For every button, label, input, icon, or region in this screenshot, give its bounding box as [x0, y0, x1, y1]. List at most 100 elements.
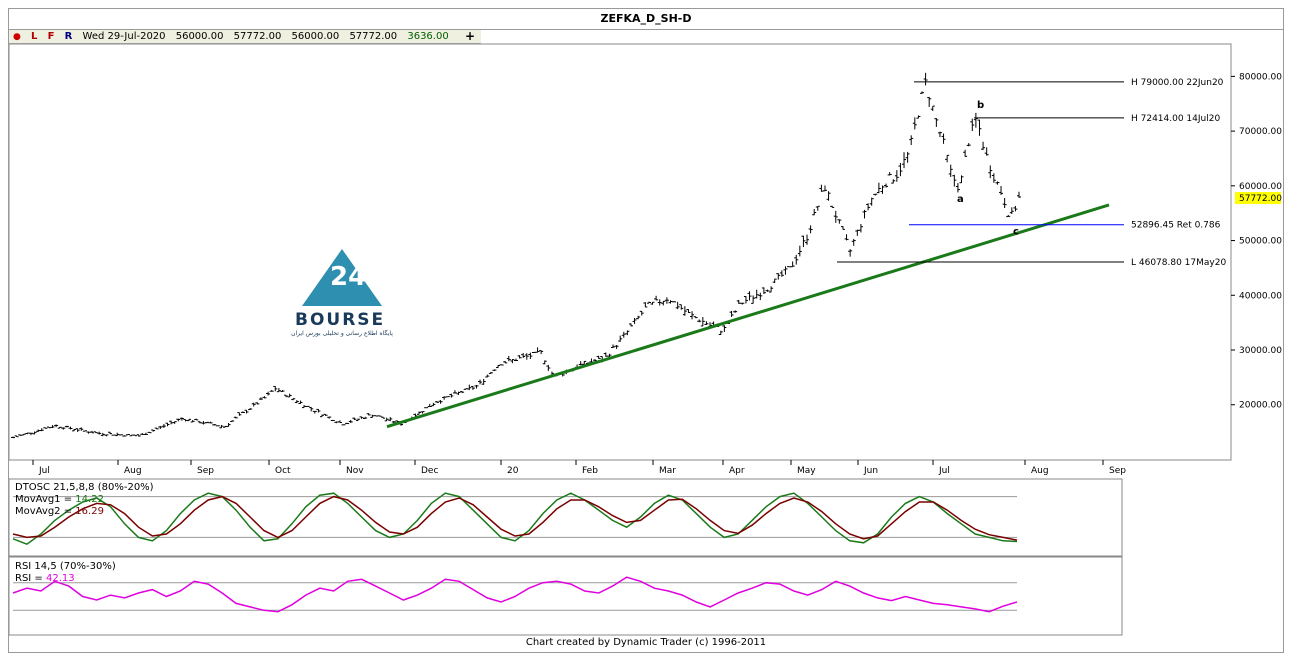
- price-bar: [801, 235, 806, 248]
- price-bar: [420, 411, 425, 414]
- price-bar: [492, 369, 497, 372]
- price-bar: [125, 433, 130, 436]
- price-bar: [1013, 205, 1018, 212]
- price-bar: [682, 306, 687, 316]
- price-bar: [621, 331, 626, 338]
- price-bar: [783, 266, 788, 275]
- price-bar: [758, 292, 763, 301]
- price-bar: [869, 197, 874, 206]
- price-bar: [822, 185, 827, 192]
- price-bar: [898, 163, 903, 177]
- price-bar: [693, 316, 698, 319]
- y-tick-label: 40000.00: [1239, 291, 1282, 301]
- price-bar: [952, 174, 957, 187]
- price-bar: [133, 434, 138, 437]
- last-price-label: 57772.00: [1239, 194, 1282, 204]
- price-bar: [672, 301, 677, 303]
- price-bar: [136, 434, 141, 437]
- price-bar: [226, 423, 231, 427]
- price-bar: [169, 420, 174, 425]
- price-bar: [233, 416, 238, 419]
- price-bar: [11, 436, 15, 439]
- price-bar: [697, 319, 702, 323]
- price-bar: [312, 410, 317, 414]
- price-bar: [75, 428, 80, 432]
- price-bar: [32, 431, 37, 435]
- annotation-label: H 79000.00 22Jun20: [1131, 78, 1224, 88]
- price-bar: [172, 421, 177, 424]
- x-tick-label: Nov: [346, 466, 364, 476]
- price-bar: [97, 431, 102, 435]
- price-bar: [772, 278, 777, 284]
- price-bar: [700, 317, 705, 327]
- price-bar: [194, 418, 199, 421]
- add-icon[interactable]: +: [464, 29, 476, 43]
- price-bar: [481, 378, 486, 385]
- bar-low: 56000.00: [291, 31, 340, 42]
- price-bar: [330, 419, 335, 421]
- price-bar: [614, 345, 619, 349]
- x-tick-label: May: [797, 466, 816, 476]
- bourse-logo: 24 BOURSE پایگاه اطلاع رسانی و تحلیلی بو…: [291, 249, 393, 337]
- price-bar: [848, 249, 853, 257]
- letter-l-button[interactable]: L: [31, 31, 38, 42]
- price-bar: [14, 435, 19, 438]
- price-bar: [100, 432, 105, 437]
- letter-r-button[interactable]: R: [64, 31, 73, 42]
- x-tick-label: Aug: [1031, 466, 1049, 476]
- price-bar: [517, 355, 522, 359]
- annotation-label: H 72414.00 14Jul20: [1131, 114, 1220, 124]
- price-bar: [377, 415, 382, 417]
- price-bar: [884, 183, 889, 188]
- logo-mark-icon: 24: [330, 262, 366, 292]
- price-bar: [657, 299, 662, 306]
- x-tick-label: Aug: [124, 466, 142, 476]
- letter-f-button[interactable]: F: [47, 31, 55, 42]
- price-bar: [524, 353, 529, 360]
- price-bar: [262, 396, 267, 399]
- price-bar: [506, 355, 511, 362]
- price-bar: [176, 418, 181, 422]
- price-bar: [858, 224, 863, 233]
- price-bar: [205, 421, 210, 424]
- x-axis: Jul Aug Sep Oct Nov Dec 20 Feb Mar Apr May Jun Jul Au…: [32, 460, 1126, 476]
- movavg1-label: MovAvg1 = 14.22: [15, 494, 104, 505]
- price-bar: [736, 299, 741, 304]
- price-bar: [891, 179, 896, 184]
- price-bar: [909, 135, 914, 146]
- price-bar: [833, 210, 838, 223]
- price-bar: [61, 427, 66, 430]
- price-bar: [923, 72, 928, 86]
- price-bar: [57, 426, 62, 429]
- price-bar: [603, 352, 608, 357]
- last-price-marker: [1235, 192, 1281, 205]
- price-bar: [840, 226, 845, 230]
- price-bar: [503, 360, 508, 364]
- price-bar: [39, 428, 44, 432]
- price-bar: [197, 421, 202, 424]
- x-tick-label: Jul: [38, 466, 50, 476]
- price-bar: [830, 205, 835, 208]
- chart-title: ZEFKA_D_SH-D: [9, 9, 1283, 30]
- movavg2-value: 16.29: [75, 506, 104, 517]
- price-bar: [916, 115, 921, 119]
- price-bar: [427, 403, 432, 408]
- status-dot-icon: ●: [13, 32, 21, 42]
- price-bar: [894, 170, 899, 182]
- price-bar: [147, 431, 152, 434]
- price-bar: [794, 254, 799, 265]
- logo-tagline: پایگاه اطلاع رسانی و تحلیلی بورس ایران: [291, 329, 393, 337]
- x-tick-label: 20: [507, 466, 519, 476]
- rsi-name: RSI: [15, 573, 31, 584]
- price-bar: [496, 365, 501, 369]
- price-bar: [183, 419, 188, 422]
- price-bar: [646, 301, 651, 304]
- price-bar: [661, 300, 666, 306]
- price-bar: [319, 414, 324, 418]
- annotation-label: 52896.45 Ret 0.786: [1131, 221, 1221, 231]
- price-bar: [50, 425, 55, 429]
- price-bar: [43, 427, 48, 429]
- chart-credit: Chart created by Dynamic Trader (c) 1996…: [525, 637, 767, 648]
- price-bar: [991, 173, 996, 183]
- price-bar: [337, 420, 342, 423]
